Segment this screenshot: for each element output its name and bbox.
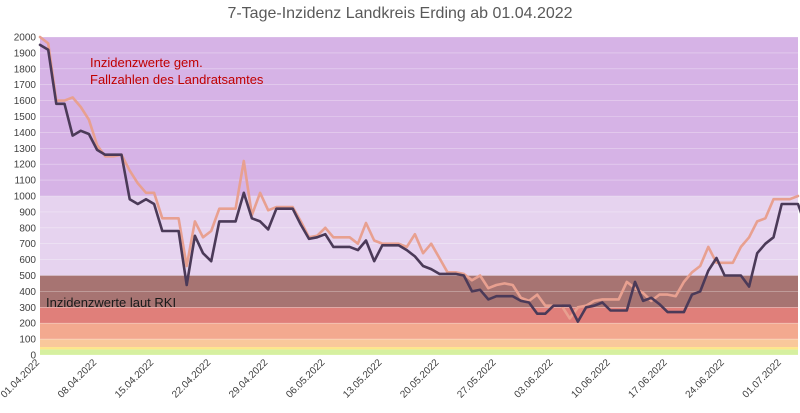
y-tick-label: 1800 <box>14 64 37 75</box>
y-axis-tick-labels: 0 100 200 300 400 500 600 700 800 900 1000 1100 1200… <box>14 33 37 362</box>
x-tick-label: 08.04.2022 <box>56 357 99 400</box>
annotation-rki: Inzidenzwerte laut RKI <box>46 295 176 310</box>
x-tick-label: 17.06.2022 <box>627 357 670 400</box>
x-tick-label: 06.05.2022 <box>284 357 327 400</box>
y-tick-label: 100 <box>19 335 36 346</box>
series-line-1 <box>38 43 800 323</box>
x-tick-label: 27.05.2022 <box>455 357 498 400</box>
y-tick-label: 800 <box>19 223 36 234</box>
x-tick-label: 03.06.2022 <box>512 357 555 400</box>
y-tick-label: 1600 <box>14 96 37 107</box>
y-tick-label: 1300 <box>14 144 37 155</box>
x-tick-label: 01.04.2022 <box>0 357 42 400</box>
x-tick-label: 29.04.2022 <box>227 357 270 400</box>
x-tick-label: 01.07.2022 <box>741 357 784 400</box>
y-tick-label: 1200 <box>14 160 37 171</box>
y-tick-label: 1900 <box>14 48 37 59</box>
series-lines <box>38 35 800 323</box>
x-tick-label: 10.06.2022 <box>569 357 612 400</box>
band-6 <box>40 196 798 276</box>
x-tick-label: 13.05.2022 <box>341 357 384 400</box>
band-5 <box>40 275 798 308</box>
x-tick-label: 24.06.2022 <box>684 357 727 400</box>
band-2 <box>40 339 798 348</box>
x-tick-label: 15.04.2022 <box>113 357 156 400</box>
annotation-landratsamt-line-2: Fallzahlen des Landratsamtes <box>90 72 264 87</box>
band-7 <box>40 37 798 196</box>
incidence-bands <box>40 37 798 355</box>
y-tick-label: 1500 <box>14 112 37 123</box>
y-tick-label: 300 <box>19 303 36 314</box>
annotations: Inzidenzwerte gem. Fallzahlen des Landra… <box>46 55 264 310</box>
band-4 <box>40 307 798 324</box>
y-tick-label: 0 <box>30 351 36 362</box>
y-tick-label: 2000 <box>14 33 37 44</box>
band-0 <box>40 349 798 355</box>
y-tick-label: 500 <box>19 271 36 282</box>
y-tick-label: 1700 <box>14 80 37 91</box>
y-tick-label: 700 <box>19 239 36 250</box>
y-tick-label: 1100 <box>14 176 36 187</box>
y-tick-label: 1400 <box>14 128 37 139</box>
gridlines <box>40 36 798 356</box>
x-tick-label: 22.04.2022 <box>170 357 213 400</box>
x-axis-tick-labels: 01.04.2022 08.04.2022 15.04.2022 22.04.2022… <box>0 357 784 400</box>
x-tick-label: 20.05.2022 <box>398 357 441 400</box>
y-tick-label: 900 <box>19 207 36 218</box>
band-1 <box>40 347 798 350</box>
series-line-0 <box>38 35 800 320</box>
chart-title: 7-Tage-Inzidenz Landkreis Erding ab 01.0… <box>227 5 572 22</box>
annotation-landratsamt-line-1: Inzidenzwerte gem. <box>90 55 203 70</box>
band-3 <box>40 323 798 340</box>
y-tick-label: 600 <box>19 255 36 266</box>
y-tick-label: 1000 <box>14 192 37 203</box>
y-tick-label: 400 <box>19 287 36 298</box>
y-tick-label: 200 <box>19 319 36 330</box>
